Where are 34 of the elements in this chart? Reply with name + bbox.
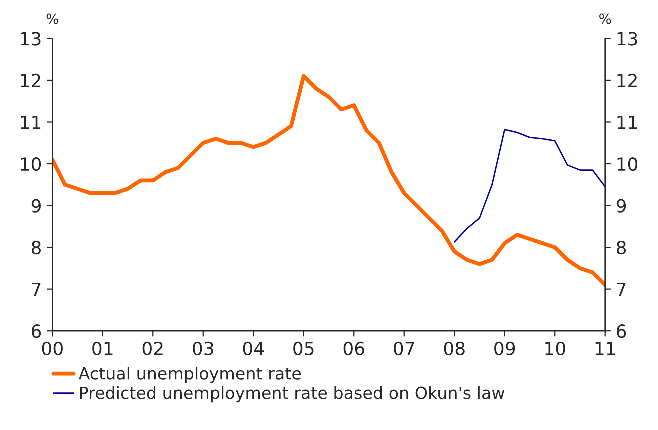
y-tick-label: 9	[32, 199, 41, 213]
x-tick-label: 07	[394, 342, 414, 356]
x-tick-label: 02	[142, 342, 163, 356]
y-tick-label: 7	[32, 283, 41, 296]
legend-label: Actual unemployment rate	[78, 367, 302, 384]
x-tick-label: 03	[193, 342, 214, 356]
line-series	[454, 129, 606, 243]
x-tick-label: 08	[444, 342, 465, 356]
line-series	[52, 74, 606, 288]
y2-axis-title: %	[600, 14, 612, 24]
y-axis-title: %	[46, 14, 58, 24]
y2-tick-label: 10	[618, 157, 638, 172]
y2-tick-label: 8	[617, 241, 626, 255]
y-tick-label: 6	[32, 324, 42, 338]
y2-tick-label: 11	[618, 116, 638, 130]
y-tick-label: 10	[21, 157, 42, 172]
x-tick-label: 04	[243, 342, 264, 356]
x-tick-label: 09	[494, 342, 516, 356]
y-tick-label: 11	[21, 116, 41, 130]
y2-tick-label: 12	[618, 74, 637, 88]
y2-tick-label: 9	[616, 199, 626, 213]
x-tick-label: 10	[546, 342, 566, 356]
y2-tick-label: 13	[618, 32, 638, 46]
x-tick-label: 11	[596, 342, 616, 356]
y2-tick-label: 7	[617, 283, 626, 296]
y-tick-label: 13	[21, 32, 41, 46]
x-tick-label: 05	[294, 342, 314, 356]
x-tick-label: 01	[92, 342, 113, 356]
y-tick-label: 8	[32, 241, 41, 255]
x-tick-label: 00	[42, 342, 63, 356]
y-tick-label: 12	[21, 74, 40, 88]
legend-label: Predicted unemployment rate based on Okun's law	[80, 386, 505, 403]
y2-tick-label: 6	[617, 324, 626, 338]
x-tick-label: 06	[344, 342, 364, 356]
